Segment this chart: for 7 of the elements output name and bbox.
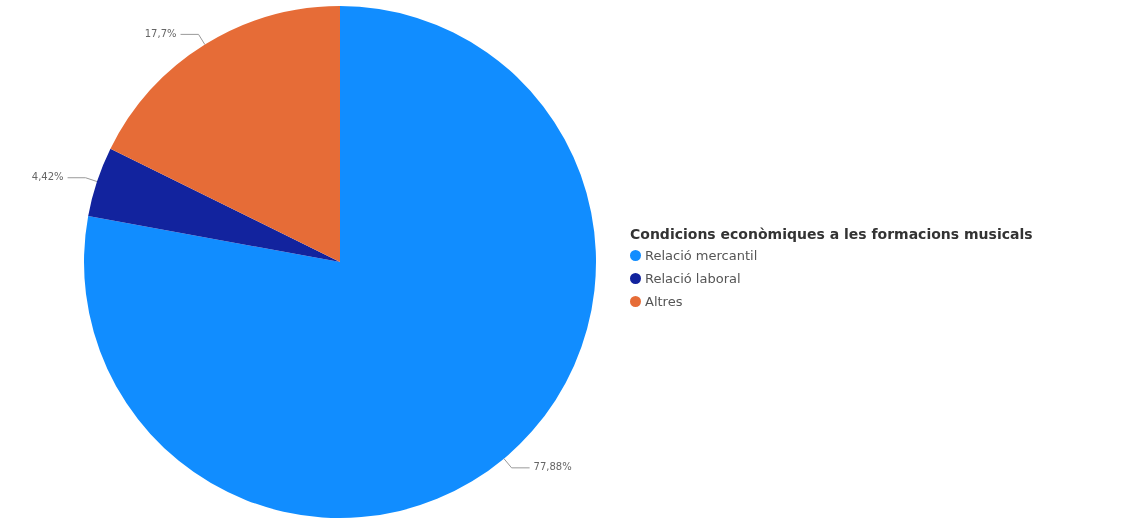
legend-label: Altres: [645, 294, 683, 309]
legend-label: Relació mercantil: [645, 248, 758, 263]
data-label: 77,88%: [533, 461, 572, 473]
data-label: 4,42%: [31, 171, 64, 183]
data-label: 17,7%: [144, 27, 177, 39]
legend-label: Relació laboral: [645, 271, 741, 286]
legend-title: Condicions econòmiques a les formacions musicals: [630, 226, 1033, 242]
